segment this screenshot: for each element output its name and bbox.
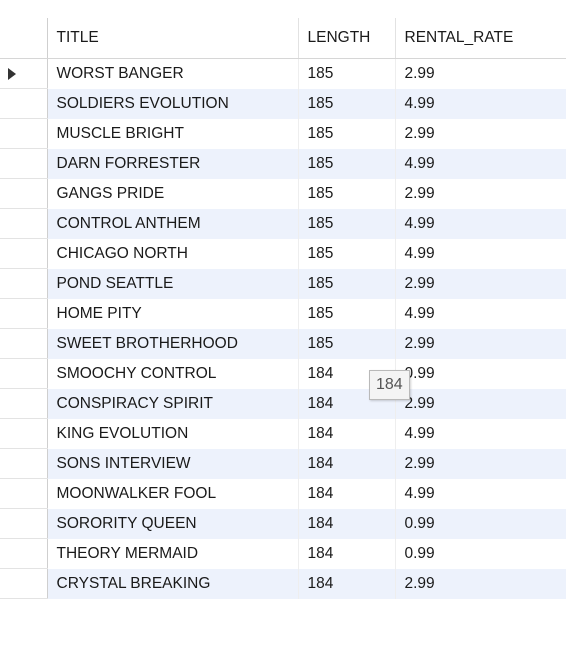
table-row[interactable]: CONTROL ANTHEM 185 4.99 bbox=[0, 208, 566, 239]
cell-rental-rate[interactable]: 0.99 bbox=[395, 358, 566, 389]
row-indicator[interactable] bbox=[0, 358, 48, 389]
cell-length[interactable]: 185 bbox=[298, 118, 396, 149]
table-row[interactable]: SOLDIERS EVOLUTION 185 4.99 bbox=[0, 88, 566, 119]
row-indicator[interactable] bbox=[0, 538, 48, 569]
cell-length[interactable]: 184 bbox=[298, 508, 396, 539]
cell-length[interactable]: 185 bbox=[298, 208, 396, 239]
table-row[interactable]: SMOOCHY CONTROL 184 0.99 bbox=[0, 358, 566, 389]
row-indicator-header[interactable] bbox=[0, 18, 48, 59]
row-indicator[interactable] bbox=[0, 568, 48, 599]
cell-title[interactable]: SORORITY QUEEN bbox=[47, 508, 299, 539]
cell-rental-rate[interactable]: 2.99 bbox=[395, 568, 566, 599]
cell-length[interactable]: 184 bbox=[298, 538, 396, 569]
cell-title[interactable]: MOONWALKER FOOL bbox=[47, 478, 299, 509]
row-indicator[interactable] bbox=[0, 268, 48, 299]
cell-length[interactable]: 185 bbox=[298, 88, 396, 119]
cell-rental-rate[interactable]: 2.99 bbox=[395, 118, 566, 149]
cell-title[interactable]: CRYSTAL BREAKING bbox=[47, 568, 299, 599]
cell-length[interactable]: 184 bbox=[298, 568, 396, 599]
table-row[interactable]: SORORITY QUEEN 184 0.99 bbox=[0, 508, 566, 539]
cell-rental-rate[interactable]: 2.99 bbox=[395, 178, 566, 209]
table-row[interactable]: DARN FORRESTER 185 4.99 bbox=[0, 148, 566, 179]
row-indicator[interactable] bbox=[0, 328, 48, 359]
cell-rental-rate[interactable]: 0.99 bbox=[395, 538, 566, 569]
result-grid[interactable]: TITLE LENGTH RENTAL_RATE WORST BANGER 185… bbox=[0, 18, 566, 620]
cell-title[interactable]: POND SEATTLE bbox=[47, 268, 299, 299]
cell-rental-rate[interactable]: 4.99 bbox=[395, 478, 566, 509]
cell-rental-rate[interactable]: 4.99 bbox=[395, 88, 566, 119]
table-row[interactable]: MOONWALKER FOOL 184 4.99 bbox=[0, 478, 566, 509]
table-row[interactable]: WORST BANGER 185 2.99 bbox=[0, 58, 566, 89]
cell-length[interactable]: 185 bbox=[298, 268, 396, 299]
cell-length[interactable]: 185 bbox=[298, 178, 396, 209]
table-row[interactable]: SONS INTERVIEW 184 2.99 bbox=[0, 448, 566, 479]
table-row[interactable]: GANGS PRIDE 185 2.99 bbox=[0, 178, 566, 209]
cell-title[interactable]: SMOOCHY CONTROL bbox=[47, 358, 299, 389]
result-table: TITLE LENGTH RENTAL_RATE WORST BANGER 185… bbox=[0, 18, 566, 599]
cell-length[interactable]: 185 bbox=[298, 298, 396, 329]
cell-title[interactable]: GANGS PRIDE bbox=[47, 178, 299, 209]
row-indicator[interactable] bbox=[0, 508, 48, 539]
table-row[interactable]: POND SEATTLE 185 2.99 bbox=[0, 268, 566, 299]
cell-rental-rate[interactable]: 4.99 bbox=[395, 148, 566, 179]
cell-rental-rate[interactable]: 4.99 bbox=[395, 238, 566, 269]
cell-rental-rate[interactable]: 2.99 bbox=[395, 448, 566, 479]
row-indicator[interactable] bbox=[0, 118, 48, 149]
cell-length[interactable]: 185 bbox=[298, 328, 396, 359]
row-indicator[interactable] bbox=[0, 88, 48, 119]
table-row[interactable]: HOME PITY 185 4.99 bbox=[0, 298, 566, 329]
row-indicator[interactable] bbox=[0, 148, 48, 179]
cell-rental-rate[interactable]: 4.99 bbox=[395, 298, 566, 329]
cell-rental-rate[interactable]: 2.99 bbox=[395, 328, 566, 359]
cell-rental-rate[interactable]: 2.99 bbox=[395, 388, 566, 419]
table-row[interactable]: THEORY MERMAID 184 0.99 bbox=[0, 538, 566, 569]
row-indicator[interactable] bbox=[0, 58, 48, 89]
row-indicator[interactable] bbox=[0, 418, 48, 449]
cell-title[interactable]: MUSCLE BRIGHT bbox=[47, 118, 299, 149]
cell-title[interactable]: SOLDIERS EVOLUTION bbox=[47, 88, 299, 119]
row-indicator[interactable] bbox=[0, 388, 48, 419]
cell-title[interactable]: SONS INTERVIEW bbox=[47, 448, 299, 479]
table-row[interactable]: CRYSTAL BREAKING 184 2.99 bbox=[0, 568, 566, 599]
cell-title[interactable]: CONTROL ANTHEM bbox=[47, 208, 299, 239]
current-row-pointer-icon bbox=[8, 67, 16, 80]
row-indicator[interactable] bbox=[0, 298, 48, 329]
row-indicator[interactable] bbox=[0, 208, 48, 239]
cell-rental-rate[interactable]: 0.99 bbox=[395, 508, 566, 539]
table-row[interactable]: CHICAGO NORTH 185 4.99 bbox=[0, 238, 566, 269]
row-indicator[interactable] bbox=[0, 238, 48, 269]
cell-title[interactable]: SWEET BROTHERHOOD bbox=[47, 328, 299, 359]
cell-title[interactable]: CHICAGO NORTH bbox=[47, 238, 299, 269]
cell-length[interactable]: 185 bbox=[298, 238, 396, 269]
column-header-rental-rate[interactable]: RENTAL_RATE bbox=[395, 18, 566, 59]
header-row: TITLE LENGTH RENTAL_RATE bbox=[0, 18, 566, 59]
row-indicator[interactable] bbox=[0, 448, 48, 479]
cell-tooltip: 184 bbox=[369, 370, 410, 400]
cell-length[interactable]: 185 bbox=[298, 148, 396, 179]
cell-title[interactable]: DARN FORRESTER bbox=[47, 148, 299, 179]
cell-length[interactable]: 185 bbox=[298, 58, 396, 89]
table-body: WORST BANGER 185 2.99 SOLDIERS EVOLUTION 185… bbox=[0, 58, 566, 599]
cell-length[interactable]: 184 bbox=[298, 478, 396, 509]
cell-rental-rate[interactable]: 4.99 bbox=[395, 208, 566, 239]
row-indicator[interactable] bbox=[0, 478, 48, 509]
cell-title[interactable]: WORST BANGER bbox=[47, 58, 299, 89]
cell-title[interactable]: CONSPIRACY SPIRIT bbox=[47, 388, 299, 419]
cell-rental-rate[interactable]: 2.99 bbox=[395, 268, 566, 299]
cell-title[interactable]: HOME PITY bbox=[47, 298, 299, 329]
cell-title[interactable]: KING EVOLUTION bbox=[47, 418, 299, 449]
table-row[interactable]: KING EVOLUTION 184 4.99 bbox=[0, 418, 566, 449]
cell-title[interactable]: THEORY MERMAID bbox=[47, 538, 299, 569]
cell-rental-rate[interactable]: 4.99 bbox=[395, 418, 566, 449]
table-row[interactable]: SWEET BROTHERHOOD 185 2.99 bbox=[0, 328, 566, 359]
cell-length[interactable]: 184 bbox=[298, 448, 396, 479]
table-row[interactable]: CONSPIRACY SPIRIT 184 2.99 bbox=[0, 388, 566, 419]
cell-length[interactable]: 184 bbox=[298, 418, 396, 449]
cell-rental-rate[interactable]: 2.99 bbox=[395, 58, 566, 89]
column-header-length[interactable]: LENGTH bbox=[298, 18, 396, 59]
table-row[interactable]: MUSCLE BRIGHT 185 2.99 bbox=[0, 118, 566, 149]
column-header-title[interactable]: TITLE bbox=[47, 18, 299, 59]
row-indicator[interactable] bbox=[0, 178, 48, 209]
